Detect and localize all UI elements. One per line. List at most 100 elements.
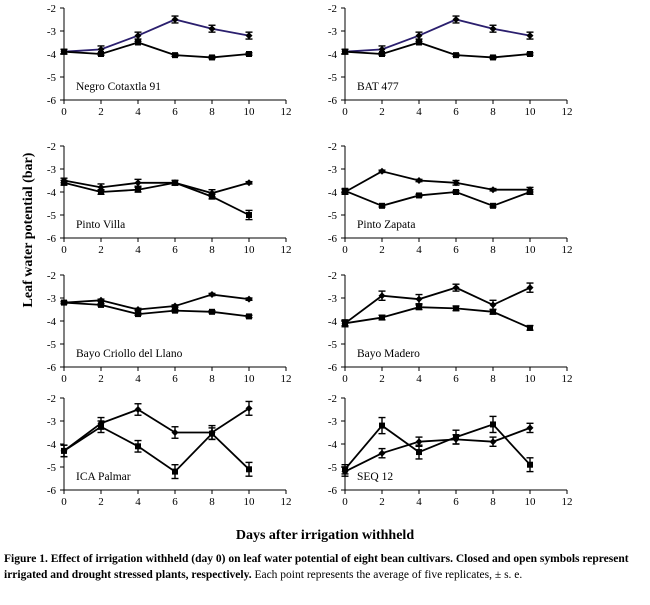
- y-tick-label: -3: [47, 293, 57, 305]
- panel-title: SEQ 12: [357, 471, 393, 483]
- data-point-closed: [245, 404, 253, 412]
- data-point-open: [342, 187, 348, 194]
- data-point-open: [246, 212, 252, 218]
- data-point-closed: [415, 295, 423, 303]
- x-tick-label: 4: [135, 244, 141, 256]
- y-tick-label: -6: [328, 233, 338, 245]
- series-line-open: [344, 41, 531, 59]
- x-tick-label: 2: [379, 244, 385, 256]
- x-tick-label: 0: [61, 244, 67, 256]
- x-tick-label: 6: [453, 373, 459, 385]
- y-tick-label: -6: [47, 485, 57, 497]
- x-tick-label: 10: [244, 373, 256, 385]
- data-point-open: [527, 51, 533, 57]
- data-point-closed: [526, 424, 534, 432]
- data-point-open: [98, 51, 104, 57]
- x-tick-label: 0: [342, 496, 348, 508]
- series-line-open: [63, 181, 250, 216]
- x-tick-label: 12: [281, 496, 292, 508]
- series-line-open: [344, 190, 531, 207]
- series-line-closed: [344, 170, 530, 193]
- y-tick-label: -2: [47, 3, 56, 15]
- y-tick-label: -5: [328, 210, 338, 222]
- x-tick-label: 10: [244, 496, 256, 508]
- data-point-closed: [415, 32, 423, 40]
- data-point-closed: [489, 438, 497, 446]
- y-axis-label: Leaf water potential (bar): [21, 152, 36, 307]
- x-tick-label: 10: [525, 496, 537, 508]
- data-point-open: [61, 48, 67, 55]
- x-tick-label: 10: [244, 244, 256, 256]
- data-point-closed: [171, 429, 179, 436]
- data-point-closed: [208, 25, 216, 33]
- y-tick-label: -6: [47, 233, 57, 245]
- series-line-closed: [63, 179, 250, 195]
- y-tick-label: -4: [47, 49, 57, 61]
- x-tick-label: 8: [209, 373, 215, 385]
- data-point-closed: [415, 438, 423, 446]
- data-point-open: [342, 48, 348, 55]
- x-tick-label: 12: [562, 373, 573, 385]
- data-point-closed: [208, 291, 216, 299]
- panel-2: -2 -3 -4 -5 -6 0 2 4 6 8 10 12 BAT 477: [328, 3, 573, 118]
- x-tick-label: 2: [98, 496, 104, 508]
- data-point-closed: [489, 186, 497, 194]
- x-tick-label: 6: [453, 244, 459, 256]
- y-tick-label: -4: [328, 316, 338, 328]
- x-axis-label: Days after irrigation withheld: [236, 528, 414, 543]
- panel-5: -2 -3 -4 -5 -6 0 2 4 6 8 10 12 Bayo Criollo del Llan…: [47, 270, 292, 385]
- data-point-open: [379, 422, 385, 429]
- data-point-closed: [452, 16, 460, 23]
- data-point-open: [209, 308, 215, 315]
- y-tick-label: -3: [47, 164, 57, 176]
- y-tick-label: -4: [328, 439, 338, 451]
- x-tick-label: 2: [379, 106, 385, 118]
- data-point-open: [416, 192, 422, 199]
- x-tick-label: 6: [453, 496, 459, 508]
- panel-1: -2 -3 -4 -5 -6 0 2 4 6 8 10 12 Negro Cotaxtla 91: [47, 3, 292, 118]
- x-tick-label: 10: [525, 244, 537, 256]
- y-tick-label: -4: [47, 187, 57, 199]
- data-point-open: [172, 52, 178, 59]
- data-point-open: [379, 51, 385, 57]
- data-point-open: [98, 189, 104, 195]
- data-point-open: [342, 466, 348, 473]
- y-tick-label: -4: [47, 439, 57, 451]
- y-tick-label: -3: [328, 416, 338, 428]
- x-tick-label: 6: [453, 106, 459, 118]
- data-point-open: [98, 301, 104, 308]
- data-point-closed: [489, 25, 497, 33]
- data-point-open: [490, 54, 496, 61]
- x-tick-label: 2: [379, 373, 385, 385]
- x-tick-label: 2: [379, 496, 385, 508]
- panel-4: -2 -3 -4 -5 -6 0 2 4 6 8 10 12 Pinto Zapata: [328, 141, 573, 256]
- y-tick-label: -5: [47, 339, 57, 351]
- x-tick-label: 4: [416, 244, 422, 256]
- figure-caption-rest: Each point represents the average of fiv…: [251, 569, 523, 581]
- data-point-open: [453, 52, 459, 59]
- x-tick-label: 6: [172, 244, 178, 256]
- x-tick-label: 12: [562, 106, 573, 118]
- x-tick-label: 0: [342, 373, 348, 385]
- y-tick-label: -3: [328, 26, 338, 38]
- data-point-open: [527, 189, 533, 195]
- series-line-open: [63, 301, 250, 318]
- data-point-open: [379, 314, 385, 321]
- x-tick-label: 2: [98, 373, 104, 385]
- x-tick-label: 12: [281, 373, 292, 385]
- y-tick-label: -2: [328, 270, 337, 282]
- y-tick-label: -3: [47, 26, 57, 38]
- x-tick-label: 4: [416, 106, 422, 118]
- y-tick-label: -5: [47, 462, 57, 474]
- data-point-open: [490, 421, 496, 428]
- panel-title: Negro Cotaxtla 91: [76, 81, 161, 93]
- x-tick-label: 8: [490, 373, 496, 385]
- x-tick-label: 6: [172, 373, 178, 385]
- y-tick-label: -5: [47, 72, 57, 84]
- panel-7: -2 -3 -4 -5 -6 0 2 4 6 8 10 12 ICA Palmar: [47, 393, 292, 508]
- data-point-open: [209, 54, 215, 61]
- x-tick-label: 10: [525, 373, 537, 385]
- x-tick-label: 12: [281, 106, 292, 118]
- y-tick-label: -5: [328, 339, 338, 351]
